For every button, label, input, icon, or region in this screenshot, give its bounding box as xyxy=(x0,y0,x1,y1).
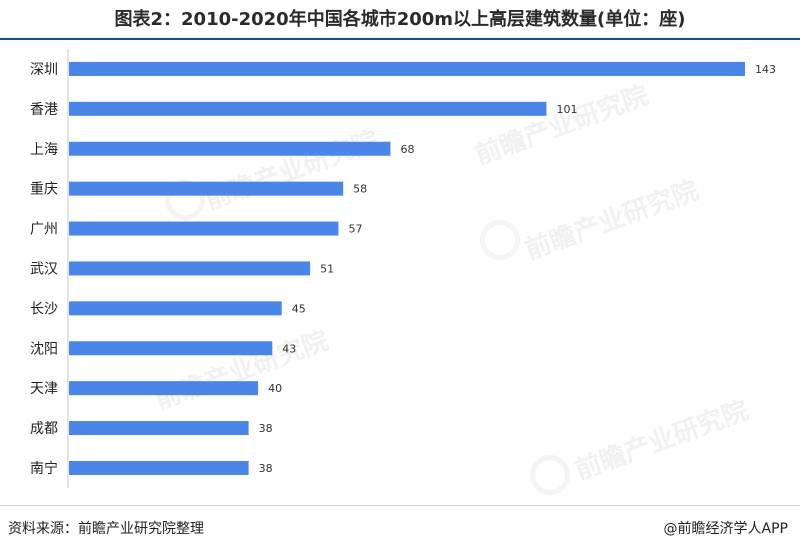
bar xyxy=(69,381,259,396)
bar xyxy=(69,181,344,196)
bar xyxy=(69,460,249,475)
category-label: 重庆 xyxy=(30,182,58,198)
data-label: 45 xyxy=(292,302,306,315)
watermark-logo-icon xyxy=(480,220,520,260)
bar xyxy=(69,421,249,436)
data-label: 38 xyxy=(259,462,273,475)
data-label: 38 xyxy=(259,422,273,435)
data-label: 58 xyxy=(353,183,367,196)
category-label: 上海 xyxy=(30,142,58,158)
source-note: 资料来源：前瞻产业研究院整理 xyxy=(8,521,204,537)
category-label: 长沙 xyxy=(30,301,58,317)
category-label: 沈阳 xyxy=(30,341,58,357)
data-label: 101 xyxy=(556,103,577,116)
category-label: 香港 xyxy=(30,102,58,118)
category-label: 南宁 xyxy=(30,460,58,477)
category-label: 武汉 xyxy=(30,261,58,277)
category-label: 成都 xyxy=(30,421,58,437)
bar xyxy=(69,101,547,116)
watermark-logo-icon xyxy=(530,455,570,495)
data-label: 43 xyxy=(282,342,296,355)
category-label: 广州 xyxy=(30,222,58,238)
category-label: 天津 xyxy=(30,381,58,397)
bar xyxy=(69,261,311,276)
data-label: 57 xyxy=(348,223,362,236)
data-label: 51 xyxy=(320,262,334,275)
footer-rule xyxy=(0,505,800,506)
bar xyxy=(69,141,391,156)
bar xyxy=(69,221,339,236)
data-label: 143 xyxy=(755,63,776,76)
bar xyxy=(69,301,282,316)
data-label: 40 xyxy=(268,382,282,395)
chart-title: 图表2：2010-2020年中国各城市200m以上高层建筑数量(单位：座) xyxy=(114,9,686,30)
credit-note: @前瞻经济学人APP xyxy=(663,521,788,537)
data-label: 68 xyxy=(400,143,414,156)
title-rule xyxy=(0,38,800,40)
category-label: 深圳 xyxy=(30,62,58,78)
bar xyxy=(69,61,745,76)
bar xyxy=(69,341,273,356)
